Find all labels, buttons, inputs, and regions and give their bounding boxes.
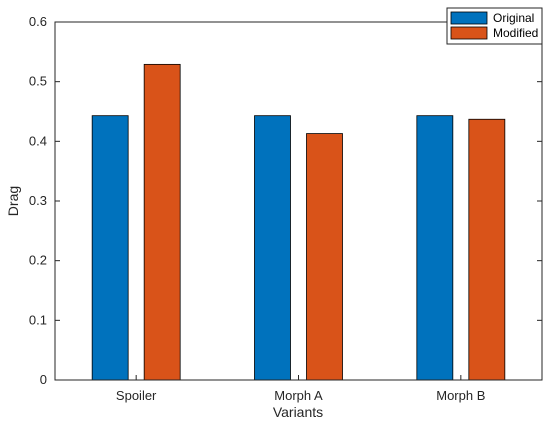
legend-swatch-original xyxy=(450,11,488,25)
y-tick-label: 0.2 xyxy=(29,253,47,268)
bar-modified-morph-a xyxy=(306,133,343,381)
bar-modified-morph-b xyxy=(468,118,506,381)
x-tick-label: Morph A xyxy=(274,388,323,403)
y-tick-label: 0.1 xyxy=(29,312,47,327)
plot-background xyxy=(55,22,542,380)
x-axis-title: Variants xyxy=(273,404,323,420)
y-tick-label: 0.5 xyxy=(29,74,47,89)
legend-swatch-modified xyxy=(450,26,488,40)
legend-label-original: Original xyxy=(493,11,534,25)
bar-original-spoiler xyxy=(91,115,129,381)
x-axis: Spoiler Morph A Morph B xyxy=(116,375,485,403)
y-tick-label: 0.6 xyxy=(29,14,47,29)
x-tick-label: Spoiler xyxy=(116,388,157,403)
legend-label-modified: Modified xyxy=(493,26,538,40)
y-axis: 0 0.1 0.2 0.3 0.4 0.5 0.6 xyxy=(29,14,542,387)
y-axis-title: Drag xyxy=(5,186,21,216)
bar-original-morph-a xyxy=(254,115,291,381)
bar-original-morph-b xyxy=(416,115,454,381)
bars-group xyxy=(91,63,506,381)
y-tick-label: 0.4 xyxy=(29,133,47,148)
y-tick-label: 0.3 xyxy=(29,193,47,208)
x-tick-label: Morph B xyxy=(436,388,485,403)
bar-modified-spoiler xyxy=(143,63,181,381)
y-tick-label: 0 xyxy=(40,372,47,387)
